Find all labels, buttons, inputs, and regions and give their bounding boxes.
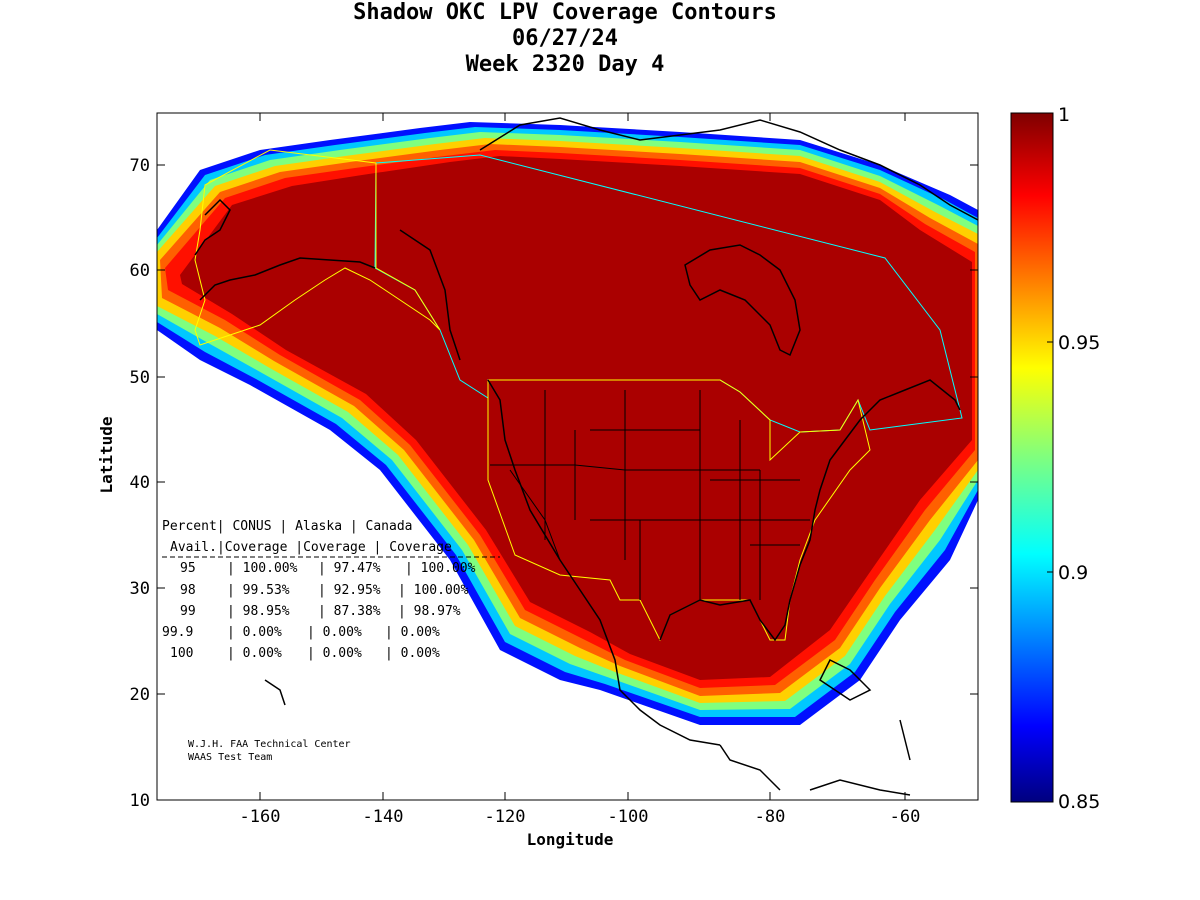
y-axis (157, 164, 978, 695)
table-row: 100 | 0.00% | 0.00% | 0.00% (170, 646, 440, 661)
x-axis (259, 113, 906, 800)
y-tick-label: 10 (130, 791, 150, 811)
y-axis-label: Latitude (97, 416, 116, 493)
table-header: Avail. (170, 540, 217, 555)
x-tick-label: -120 (485, 807, 526, 827)
y-tick-label: 40 (130, 473, 150, 493)
table-header: Coverage (225, 540, 288, 555)
x-tick-label: -60 (890, 807, 921, 827)
x-tick-label: -140 (363, 807, 404, 827)
x-axis-label: Longitude (527, 830, 614, 849)
colorbar-tick-label: 1 (1058, 104, 1070, 126)
y-tick-label: 70 (130, 156, 150, 176)
colorbar-tick-label: 0.9 (1058, 562, 1088, 584)
x-tick-label: -80 (755, 807, 786, 827)
x-tick-label: -100 (608, 807, 649, 827)
table-header: Coverage (389, 540, 452, 555)
title-line-2: 06/27/24 (512, 26, 618, 51)
state-lines (490, 390, 810, 600)
y-tick-label: 30 (130, 579, 150, 599)
table-header-row-2: Avail.|Coverage |Coverage | Coverage (170, 540, 452, 555)
table-header-row-1: Percent| CONUS | Alaska | Canada (162, 519, 413, 534)
x-tick-label: -160 (240, 807, 281, 827)
alaska-boundary (194, 149, 441, 346)
plot-frame (156, 112, 979, 801)
colorbar-frame (1010, 112, 1054, 803)
table-header: Percent (162, 519, 217, 534)
y-tick-label: 50 (130, 368, 150, 388)
table-header: Canada (366, 519, 413, 534)
table-header: Coverage (303, 540, 366, 555)
colorbar (1011, 113, 1053, 802)
table-header: CONUS (232, 519, 271, 534)
table-row: 99.9 | 0.00% | 0.00% | 0.00% (162, 625, 440, 640)
y-tick-label: 20 (130, 685, 150, 705)
colorbar-ticks (1047, 341, 1053, 573)
table-row: 98 | 99.53% | 92.95% | 100.00% (180, 583, 469, 598)
credit-line-1: W.J.H. FAA Technical Center (188, 739, 351, 750)
table-row: 99 | 98.95% | 87.38% | 98.97% (180, 604, 461, 619)
chart-title: Shadow OKC LPV Coverage Contours 06/27/2… (0, 0, 1130, 78)
y-tick-labels: 70 60 50 40 30 20 10 (130, 156, 150, 811)
contour-full-coverage (180, 156, 972, 680)
credit-line-2: WAAS Test Team (188, 752, 272, 763)
x-tick-labels: -160 -140 -120 -100 -80 -60 (240, 807, 921, 827)
coverage-table: Percent| CONUS | Alaska | Canada Avail.|… (162, 519, 500, 661)
title-line-3: Week 2320 Day 4 (465, 52, 665, 77)
coastlines (194, 117, 978, 796)
colorbar-tick-label: 0.95 (1058, 332, 1100, 354)
table-header: Alaska (295, 519, 342, 534)
table-row: 95 | 100.00% | 97.47% | 100.00% (180, 561, 476, 576)
colorbar-tick-label: 0.85 (1058, 791, 1100, 813)
coverage-contours (157, 117, 978, 796)
title-line-1: Shadow OKC LPV Coverage Contours (353, 0, 777, 25)
table-rows: 95 | 100.00% | 97.47% | 100.00% 98 | 99.53% |… (162, 561, 476, 661)
us-boundary (487, 379, 871, 642)
y-tick-label: 60 (130, 261, 150, 281)
